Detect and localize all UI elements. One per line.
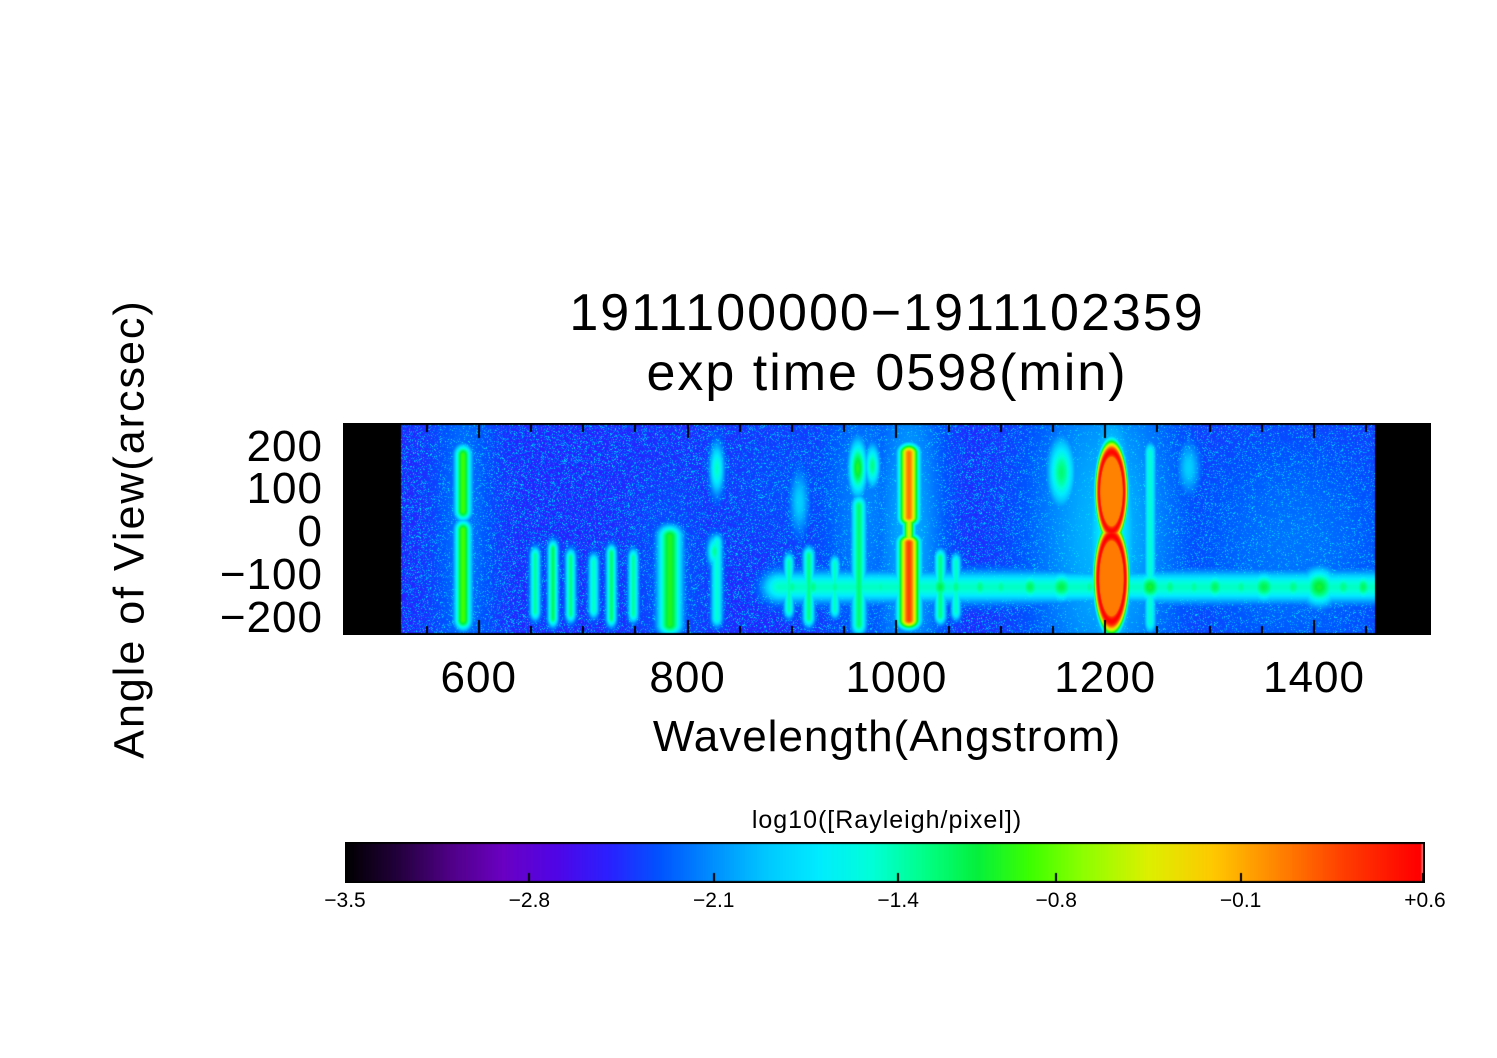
y-tick-label: −100 <box>219 550 323 600</box>
colorbar-tick-label: −0.1 <box>1219 889 1262 912</box>
colorbar-tick-label: −3.5 <box>324 889 366 912</box>
x-tick-label: 600 <box>440 653 517 702</box>
colorbar-tick-label: −2.8 <box>508 889 551 912</box>
plot-subtitle: exp time 0598(min) <box>646 344 1128 402</box>
colorbar-tick-label: −1.4 <box>877 889 919 912</box>
plot-title: 1911100000−1911102359 <box>569 284 1205 342</box>
x-tick-label: 1000 <box>845 653 948 702</box>
heatmap-canvas <box>343 423 1431 635</box>
y-tick-label: 100 <box>246 464 323 514</box>
y-axis-label: Angle of View(arcsec) <box>105 299 154 759</box>
x-tick-label: 1400 <box>1263 653 1365 702</box>
colorbar-canvas <box>345 842 1425 883</box>
x-tick-label: 1200 <box>1054 653 1157 702</box>
colorbar-label: log10([Rayleigh/pixel]) <box>751 806 1023 834</box>
y-axis-tick-labels: 200 100 0 −100 −200 <box>150 0 323 1058</box>
x-tick-label: 800 <box>649 653 726 702</box>
y-tick-label: −200 <box>219 592 323 642</box>
y-tick-label: 0 <box>297 507 323 557</box>
y-tick-label: 200 <box>246 421 323 471</box>
colorbar-tick-label: +0.6 <box>1404 889 1446 912</box>
colorbar-tick-label: −0.8 <box>1035 889 1077 912</box>
x-axis-label: Wavelength(Angstrom) <box>652 712 1122 761</box>
colorbar-tick-label: −2.1 <box>693 889 735 912</box>
